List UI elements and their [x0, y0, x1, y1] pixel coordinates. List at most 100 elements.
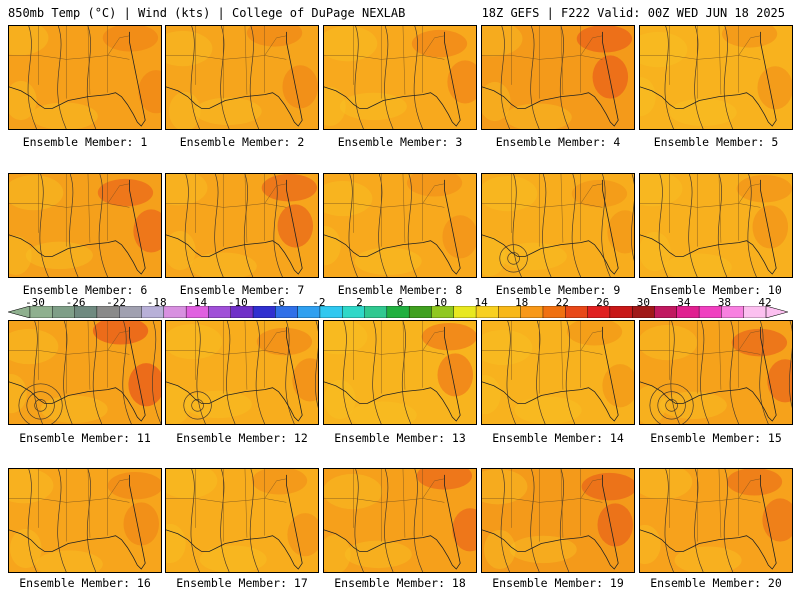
height-contour	[664, 469, 674, 572]
state-border	[402, 321, 406, 390]
temp-blotch	[9, 328, 59, 365]
temp-blotch	[324, 26, 378, 62]
height-contour	[723, 26, 734, 129]
temp-blotch	[184, 390, 252, 419]
state-border	[87, 469, 91, 538]
height-contour	[601, 174, 611, 277]
state-border	[640, 350, 761, 355]
state-border	[402, 174, 406, 243]
ensemble-map-panel	[323, 320, 477, 425]
temperature-map	[9, 321, 161, 424]
temp-blotch	[9, 373, 27, 414]
colorbar-tick-label: 18	[515, 296, 529, 309]
temperature-map	[166, 321, 318, 424]
temp-blotch	[324, 86, 346, 127]
state-border	[422, 35, 445, 56]
ensemble-map-panel	[8, 320, 162, 425]
state-border	[87, 26, 91, 95]
coastline	[640, 326, 777, 422]
temp-blotch	[767, 359, 792, 403]
ensemble-member-label: Ensemble Member: 9	[495, 283, 621, 297]
height-contour	[664, 26, 674, 129]
ensemble-member-label: Ensemble Member: 4	[495, 135, 621, 149]
temp-blotch	[640, 524, 661, 565]
temp-blotch	[736, 174, 792, 203]
state-border	[244, 26, 248, 95]
temp-blotch	[324, 473, 383, 510]
height-contour	[384, 26, 394, 129]
height-contour	[354, 469, 364, 572]
temp-blotch	[669, 98, 737, 127]
state-border	[264, 183, 287, 204]
temp-blotch	[324, 379, 356, 420]
temp-blotch	[9, 528, 42, 569]
ensemble-map-panel	[165, 25, 319, 130]
colorbar-tick-label: 2	[356, 296, 363, 309]
temp-blotch	[344, 540, 412, 569]
temp-blotch	[576, 26, 633, 53]
temp-blotch	[571, 179, 628, 208]
coastline	[482, 179, 619, 275]
height-contour	[630, 174, 634, 261]
temp-blotch	[261, 174, 318, 202]
temp-blotch	[166, 30, 213, 67]
state-border	[9, 55, 130, 60]
height-contour	[723, 469, 734, 572]
temp-blotch	[752, 205, 789, 249]
height-contour	[243, 174, 254, 277]
temp-blotch	[30, 102, 98, 129]
colorbar-tick-label: 26	[596, 296, 610, 309]
state-border	[560, 174, 564, 243]
ensemble-map-panel	[165, 173, 319, 278]
height-contour	[86, 469, 97, 572]
ensemble-map-panel	[323, 173, 477, 278]
temp-blotch	[482, 236, 506, 277]
ensemble-map-panel	[639, 25, 793, 130]
ensemble-member-label: Ensemble Member: 5	[653, 135, 779, 149]
state-border	[324, 203, 445, 208]
height-contour	[729, 321, 740, 424]
temp-blotch	[9, 174, 64, 211]
ensemble-member-label: Ensemble Member: 11	[19, 431, 151, 445]
colorbar-tick-label: -22	[106, 296, 127, 309]
state-border	[560, 321, 564, 390]
temp-blotch	[166, 174, 208, 206]
state-border	[738, 35, 761, 56]
temp-blotch	[757, 66, 792, 110]
coastline	[166, 179, 303, 275]
ensemble-member-label: Ensemble Member: 2	[179, 135, 305, 149]
temperature-map	[482, 469, 634, 572]
state-border	[87, 174, 91, 243]
temp-blotch	[664, 253, 732, 277]
temp-blotch	[442, 215, 476, 259]
temperature-map	[640, 321, 792, 424]
coastline	[324, 179, 461, 275]
state-border	[166, 55, 287, 60]
temp-blotch	[592, 55, 629, 99]
height-contour	[542, 174, 552, 277]
ensemble-member-label: Ensemble Member: 6	[22, 283, 148, 297]
state-border	[560, 26, 564, 95]
temperature-map	[166, 174, 318, 277]
ensemble-map-panel	[481, 25, 635, 130]
low-pressure-contour	[657, 391, 686, 420]
colorbar	[8, 306, 788, 318]
height-contour	[500, 26, 510, 129]
temp-blotch	[640, 77, 656, 117]
ensemble-member-label: Ensemble Member: 7	[179, 283, 305, 297]
temperature-map	[640, 174, 792, 277]
height-contour	[27, 26, 37, 129]
colorbar-tick-label: 6	[396, 296, 404, 309]
temp-blotch	[499, 242, 567, 271]
ensemble-member-label: Ensemble Member: 12	[176, 431, 308, 445]
state-border	[580, 35, 603, 56]
temp-blotch	[246, 26, 303, 47]
temperature-map	[482, 174, 634, 277]
temp-blotch	[324, 534, 351, 572]
temp-blotch	[509, 535, 577, 564]
colorbar-labels: -30 -26 -22 -18 -14 -10 -6 -2 2 6 10 14 18 22 26 30 34 38…	[0, 296, 800, 309]
temp-blotch	[640, 174, 683, 207]
state-border	[718, 26, 722, 95]
temp-blotch	[102, 26, 159, 52]
height-contour	[190, 469, 200, 572]
